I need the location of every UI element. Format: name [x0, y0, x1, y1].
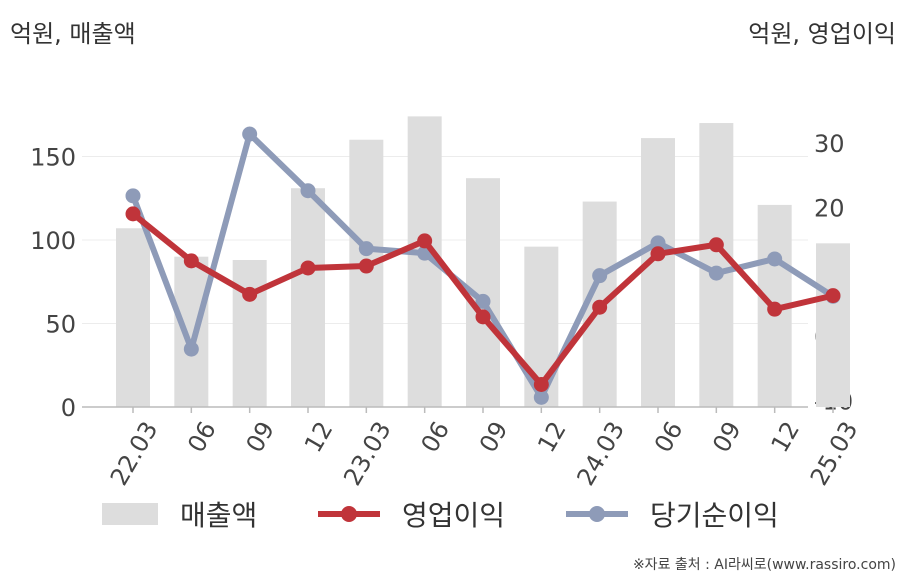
left-axis-tick-label: 50 [45, 310, 76, 338]
source-note: ※자료 출처 : AI라씨로(www.rassiro.com) [632, 557, 896, 573]
x-axis-tick-label: 12 [532, 417, 572, 457]
bar-revenue [816, 243, 850, 407]
legend-swatch-revenue [102, 503, 158, 525]
legend-swatch-operating-profit [318, 503, 380, 525]
point-operating-profit [475, 309, 491, 325]
point-operating-profit [417, 233, 433, 249]
x-axis-tick-label: 06 [182, 417, 222, 457]
x-axis-tick-label: 09 [241, 417, 281, 457]
point-operating-profit [125, 206, 141, 222]
point-net-income [242, 126, 258, 142]
point-net-income [708, 265, 724, 281]
bar-revenue [232, 260, 267, 407]
chart-canvas: 050100150-10010203022.0306091223.0306091… [30, 116, 864, 490]
point-operating-profit [300, 260, 316, 276]
legend-label-revenue: 매출액 [180, 499, 258, 532]
bar-revenue [174, 256, 209, 407]
x-axis-tick-label: 12 [766, 417, 806, 457]
x-axis-tick-label: 22.03 [105, 417, 164, 490]
point-net-income [767, 251, 783, 267]
x-axis-tick-label: 06 [416, 417, 456, 457]
x-axis-tick-label: 25.03 [805, 417, 864, 490]
x-axis-tick-label: 24.03 [571, 417, 630, 490]
point-net-income [125, 188, 141, 204]
legend-item-net-income: 당기순이익 [566, 492, 779, 536]
point-operating-profit [358, 258, 374, 274]
point-operating-profit [242, 286, 258, 302]
right-axis-tick-label: 30 [814, 130, 845, 158]
legend-item-operating-profit: 영업이익 [318, 492, 505, 536]
left-axis-tick-label: 150 [30, 143, 76, 171]
left-axis-unit-label: 억원, 매출액 [10, 20, 136, 48]
right-axis-unit-label: 억원, 영업이익 [748, 20, 896, 48]
x-axis-tick-label: 09 [474, 417, 514, 457]
left-axis-tick-label: 0 [61, 394, 76, 422]
left-axis-tick-label: 100 [30, 227, 76, 255]
x-axis-tick-label: 23.03 [338, 417, 397, 490]
legend-label-net-income: 당기순이익 [650, 499, 779, 532]
right-axis-tick-label: 20 [814, 194, 845, 222]
legend-item-revenue: 매출액 [102, 492, 257, 536]
bar-revenue [291, 188, 325, 407]
x-axis-tick-label: 06 [649, 417, 689, 457]
point-net-income [358, 241, 374, 257]
point-operating-profit [650, 246, 666, 262]
legend-swatch-net-income [566, 503, 628, 525]
point-net-income [475, 293, 491, 309]
bar-revenue [116, 228, 150, 407]
x-axis-tick-label: 09 [707, 417, 747, 457]
point-net-income [300, 183, 316, 199]
point-operating-profit [767, 301, 783, 317]
bar-revenue [641, 138, 675, 407]
point-net-income [592, 268, 608, 284]
chart-legend: 매출액 영업이익 당기순이익 [0, 492, 908, 536]
legend-label-operating-profit: 영업이익 [402, 499, 506, 532]
point-operating-profit [825, 288, 841, 304]
point-net-income [650, 235, 666, 251]
point-operating-profit [533, 376, 549, 392]
x-axis-tick-label: 12 [299, 417, 339, 457]
point-operating-profit [708, 237, 724, 253]
point-net-income [183, 341, 199, 357]
point-operating-profit [592, 299, 608, 315]
point-operating-profit [183, 253, 199, 269]
point-net-income [533, 389, 549, 405]
